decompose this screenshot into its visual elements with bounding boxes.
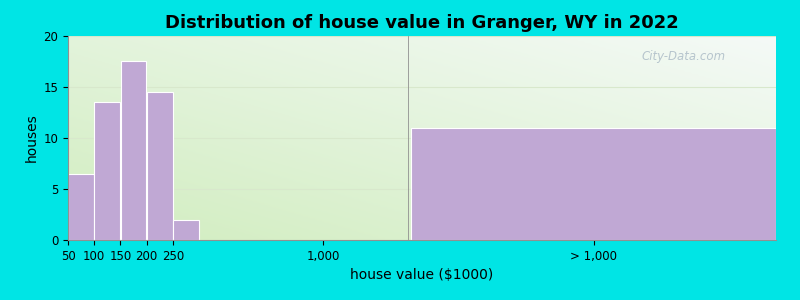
Bar	[68, 174, 94, 240]
Bar	[94, 102, 120, 240]
Bar	[173, 220, 198, 240]
Bar	[411, 128, 776, 240]
Y-axis label: houses: houses	[26, 114, 39, 162]
Bar	[121, 61, 146, 240]
Bar	[147, 92, 173, 240]
X-axis label: house value ($1000): house value ($1000)	[350, 268, 494, 282]
Title: Distribution of house value in Granger, WY in 2022: Distribution of house value in Granger, …	[165, 14, 679, 32]
Text: City-Data.com: City-Data.com	[642, 50, 726, 63]
